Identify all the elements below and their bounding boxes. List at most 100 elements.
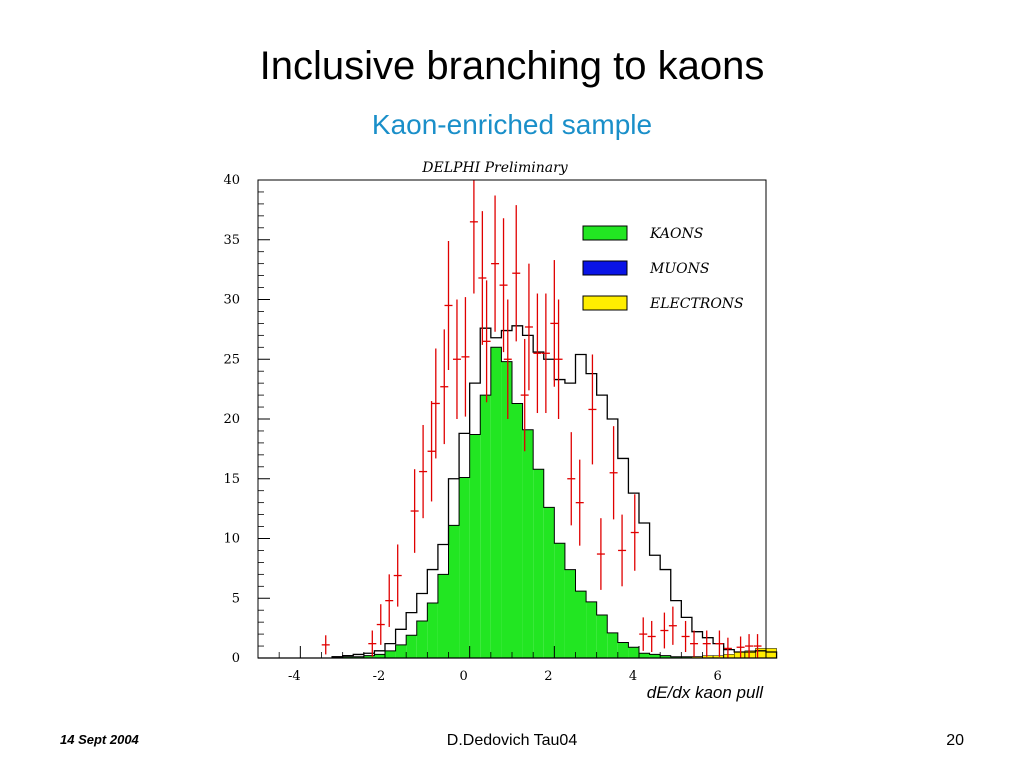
data-point	[609, 426, 618, 520]
x-axis-title: dE/dx kaon pull	[647, 683, 764, 702]
data-point	[567, 432, 576, 526]
kaon-bin-bar	[490, 347, 502, 658]
data-point	[491, 195, 500, 332]
y-tick-label: 0	[232, 651, 240, 666]
data-point	[533, 293, 542, 414]
x-tick-label: -2	[373, 669, 386, 684]
data-point	[681, 620, 690, 653]
kaon-bin-bar	[533, 469, 544, 658]
data-point	[647, 620, 656, 653]
data-point	[588, 354, 597, 465]
data-point	[639, 617, 648, 651]
data-point	[723, 637, 732, 658]
data-point	[690, 630, 699, 657]
data-point	[715, 630, 724, 657]
kaon-bin-bar	[427, 603, 438, 658]
legend-swatch	[582, 295, 628, 311]
kaon-bin-bar	[522, 429, 534, 658]
data-point	[410, 469, 419, 553]
data-point	[482, 280, 491, 403]
data-point	[630, 494, 639, 571]
data-point	[575, 459, 584, 546]
kaon-bin-bar	[469, 434, 481, 658]
kaon-bin-bar	[406, 635, 417, 658]
kaon-bin-bar	[649, 654, 661, 658]
data-point	[419, 424, 428, 519]
data-point	[524, 263, 533, 391]
y-tick-label: 20	[223, 412, 240, 427]
data-point	[461, 297, 470, 417]
legend-swatch	[582, 225, 628, 241]
data-point	[321, 635, 330, 655]
data-point	[520, 338, 529, 452]
data-point	[736, 636, 745, 658]
y-tick-label: 30	[223, 293, 240, 308]
data-point	[660, 612, 669, 649]
kaon-bin-bar	[363, 655, 375, 658]
legend-label: ELECTRONS	[649, 296, 744, 312]
kaon-bin-bar	[374, 654, 385, 658]
kaon-bin-bar	[385, 650, 396, 658]
kaon-bin-bar	[501, 361, 512, 658]
data-point	[427, 401, 436, 502]
data-point	[512, 205, 521, 342]
x-tick-label: -4	[288, 669, 301, 684]
data-point	[440, 329, 449, 445]
slide-title: Inclusive branching to kaons	[259, 44, 765, 88]
kaon-bin-bar	[586, 601, 597, 658]
x-tick-label: 6	[714, 669, 722, 684]
y-tick-label: 10	[223, 532, 240, 547]
total-mc-histogram	[258, 325, 778, 659]
data-point	[596, 518, 605, 590]
plot-layer-data	[321, 180, 762, 658]
data-point	[469, 180, 478, 294]
y-tick-label: 5	[232, 591, 240, 606]
data-point	[702, 630, 711, 657]
data-point	[499, 218, 508, 353]
legend-label: MUONS	[649, 261, 709, 277]
kaon-bin-bar	[480, 395, 491, 658]
kaon-bin-bar	[395, 644, 407, 658]
kaon-bin-bar	[564, 569, 576, 658]
kaon-bin-bar	[554, 543, 565, 658]
kaon-bin-bar	[628, 647, 639, 658]
slide-subtitle: Kaon-enriched sample	[371, 109, 653, 140]
legend-label: KAONS	[649, 226, 703, 242]
data-point	[550, 260, 559, 387]
kaon-bin-bar	[575, 591, 587, 658]
data-point	[668, 606, 677, 645]
data-point	[541, 293, 550, 414]
data-point	[444, 240, 453, 371]
kaon-bin-bar	[617, 642, 629, 658]
kaon-bin-bar	[543, 507, 555, 658]
x-tick-label: 4	[629, 669, 637, 684]
data-point	[368, 630, 377, 657]
kaon-histogram-outline	[258, 346, 777, 659]
data-point	[503, 299, 512, 419]
y-tick-label: 35	[223, 233, 240, 248]
kaon-bin-bar	[512, 403, 523, 658]
data-point	[554, 299, 563, 419]
electron-bin-bar	[734, 651, 746, 659]
data-point	[393, 544, 402, 607]
footer-date: 14 Sept 2004	[60, 732, 139, 747]
kaon-bin-bar	[416, 620, 428, 658]
plot-layer-kaons	[258, 346, 777, 659]
data-point	[753, 634, 762, 658]
chart-title: DELPHI Preliminary	[421, 160, 569, 176]
kaon-bin-bar	[448, 525, 460, 658]
data-point	[478, 211, 487, 345]
kaon-bin-bar	[660, 655, 671, 658]
data-point	[431, 348, 440, 459]
y-tick-label: 15	[223, 472, 240, 487]
kaon-bin-bar	[596, 614, 608, 658]
data-point	[452, 299, 461, 419]
kaon-bin-bar	[607, 632, 618, 658]
data-point	[376, 604, 385, 645]
electron-bin-bar	[765, 648, 777, 659]
footer-presenter: D.Dedovich Tau04	[446, 732, 578, 749]
axis-ticks: 0 5 10 15 20 25 30 35 40 -4 -2 0 2 4 6	[223, 173, 767, 684]
x-tick-label: 2	[544, 669, 552, 684]
data-point	[618, 514, 627, 587]
